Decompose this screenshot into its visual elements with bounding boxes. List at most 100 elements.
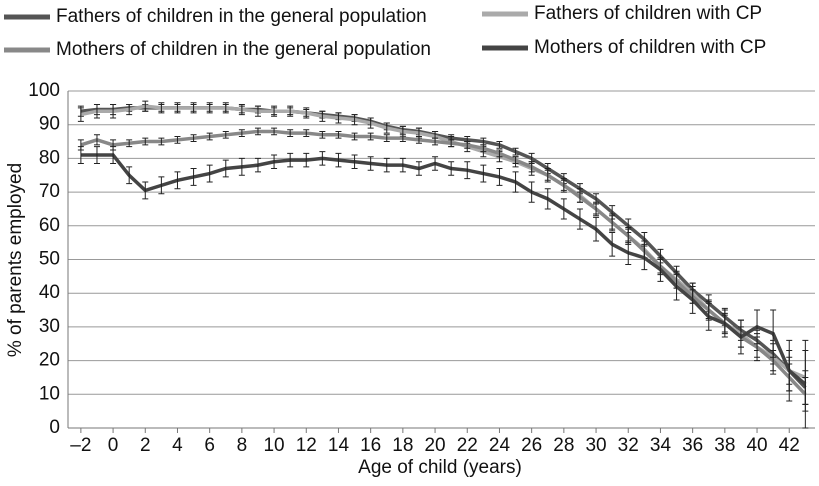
error-bar <box>190 134 197 143</box>
error-bar <box>705 302 712 331</box>
series-line <box>80 106 807 389</box>
error-bar <box>110 103 117 119</box>
error-bar <box>77 107 84 122</box>
error-bar <box>206 164 213 183</box>
series-line <box>80 129 807 396</box>
error-bar <box>512 147 519 156</box>
x-axis-label: Age of child (years) <box>358 457 522 478</box>
error-bar <box>287 105 294 117</box>
error-bar <box>496 168 503 186</box>
error-bar <box>399 134 406 143</box>
error-bar <box>448 139 455 148</box>
x-tick-label: 32 <box>618 435 639 456</box>
x-tick-label: 38 <box>714 435 735 456</box>
error-bar <box>126 139 133 148</box>
error-bar <box>254 157 261 173</box>
error-bar <box>448 161 455 176</box>
error-bar <box>593 203 600 215</box>
error-bar <box>383 134 390 143</box>
error-bar <box>480 164 487 183</box>
error-bar <box>802 339 809 429</box>
error-bar <box>609 215 616 230</box>
x-tick-label: 6 <box>204 435 215 456</box>
y-axis-label: % of parents employed <box>5 163 26 357</box>
x-tick-label: 30 <box>585 435 606 456</box>
error-bar <box>190 102 197 114</box>
error-bar <box>576 208 583 230</box>
error-bar <box>544 188 551 210</box>
error-bar <box>335 130 342 139</box>
error-bar <box>287 152 294 168</box>
error-bar <box>238 157 245 176</box>
x-tick-label: –2 <box>70 435 91 456</box>
error-bar <box>206 132 213 141</box>
error-bar <box>464 141 471 149</box>
error-bar <box>254 127 261 136</box>
error-bar <box>673 272 680 301</box>
error-bar <box>77 146 84 164</box>
error-bar <box>415 135 422 144</box>
error-bar <box>142 100 149 112</box>
error-bar <box>319 130 326 139</box>
error-bar <box>351 132 358 141</box>
error-bar <box>254 105 261 117</box>
x-tick-label: 4 <box>172 435 183 456</box>
error-bar <box>367 117 374 129</box>
error-bar <box>142 137 149 146</box>
x-tick-label: 34 <box>650 435 672 456</box>
error-bar <box>464 161 471 180</box>
error-bar <box>432 156 439 171</box>
error-bar <box>496 149 503 158</box>
y-tick-label: 0 <box>49 417 60 438</box>
legend-label: Fathers of children with CP <box>534 3 762 24</box>
error-bar <box>770 309 777 358</box>
y-tick-label: 20 <box>39 350 60 371</box>
error-bar <box>190 168 197 186</box>
x-tick-label: 24 <box>489 435 511 456</box>
error-bar <box>206 102 213 114</box>
x-tick-label: 36 <box>682 435 703 456</box>
x-tick-label: 12 <box>296 435 317 456</box>
error-bar <box>383 122 390 134</box>
error-bar <box>110 146 117 164</box>
error-bar <box>174 102 181 114</box>
error-bar <box>303 129 310 137</box>
error-bar <box>560 198 567 220</box>
error-bar <box>432 137 439 146</box>
error-bar <box>383 157 390 173</box>
error-bar <box>142 181 149 200</box>
error-bar <box>367 132 374 141</box>
x-tick-label: 18 <box>392 435 413 456</box>
error-bar <box>415 161 422 176</box>
error-bar <box>351 154 358 170</box>
x-tick-label: 2 <box>140 435 151 456</box>
error-bar <box>222 102 229 114</box>
y-tick-label: 80 <box>39 147 60 168</box>
y-tick-label: 60 <box>39 215 60 236</box>
error-bar <box>560 179 567 191</box>
error-bar <box>174 135 181 144</box>
legend-label: Fathers of children in the general popul… <box>56 6 427 27</box>
legend-label: Mothers of children in the general popul… <box>56 39 431 60</box>
error-bar <box>496 141 503 149</box>
error-bar <box>737 319 744 355</box>
y-tick-label: 40 <box>39 282 60 303</box>
error-bar <box>335 152 342 168</box>
error-bar <box>271 105 278 117</box>
error-bar <box>689 285 696 314</box>
series-line <box>80 104 807 380</box>
error-bar <box>544 169 551 181</box>
error-bar <box>512 156 519 164</box>
error-bar <box>576 191 583 203</box>
error-bar <box>512 171 519 193</box>
error-bar <box>126 103 133 116</box>
series-line <box>80 153 807 386</box>
error-bar <box>480 144 487 153</box>
x-tick-label: 0 <box>108 435 119 456</box>
x-tick-label: 10 <box>263 435 284 456</box>
error-bar <box>754 309 761 345</box>
error-bar <box>93 134 100 146</box>
x-tick-label: 16 <box>360 435 381 456</box>
y-tick-label: 90 <box>39 114 60 135</box>
